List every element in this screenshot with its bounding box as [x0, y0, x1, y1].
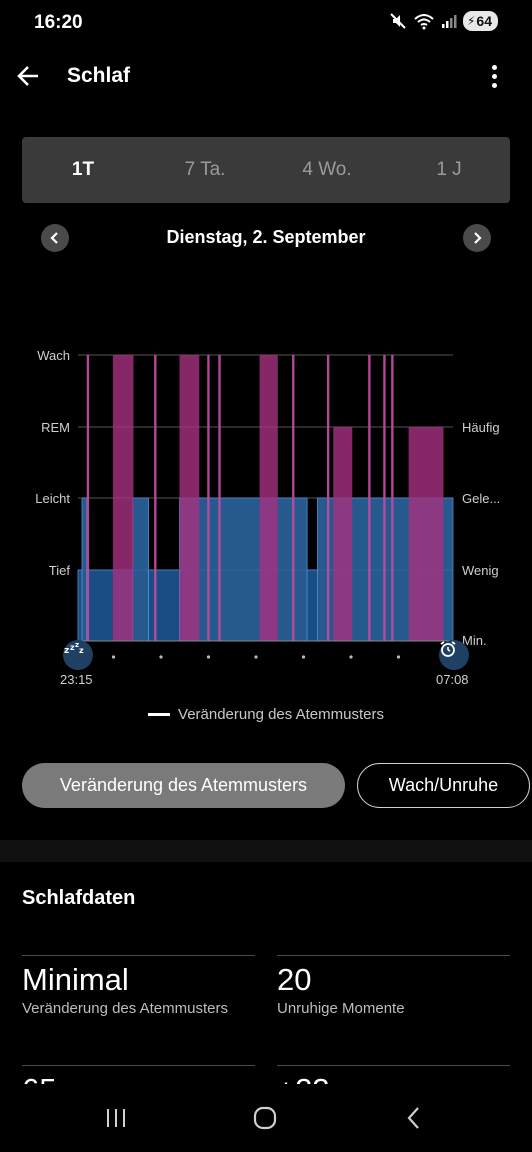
breathing-variation-bar [112, 355, 134, 641]
svg-text:z: z [79, 646, 84, 655]
time-axis-dot [206, 655, 211, 659]
stat-value: Minimal [22, 962, 129, 997]
more-vert-icon-dot [491, 73, 497, 79]
y-label-leicht: Leicht [35, 491, 70, 506]
status-time: 16:20 [34, 12, 83, 33]
sleep-stage-bar [148, 569, 180, 642]
svg-text:z: z [75, 641, 79, 649]
alarm-clock-icon [440, 641, 456, 657]
mute-icon [390, 13, 406, 29]
sleep-chart-svg [77, 354, 454, 659]
date-navigation: Dienstag, 2. September [0, 222, 532, 254]
breathing-variation-bar [86, 355, 90, 641]
sleep-stage-bar [132, 497, 149, 642]
y-label-min: Min. [462, 633, 487, 648]
charging-bolt-icon: ⚡ [466, 14, 476, 28]
breathing-variation-bar [292, 355, 295, 641]
status-icons: ⚡ 64 [389, 11, 498, 31]
chevron-right-icon [474, 232, 482, 244]
time-axis-dot [254, 655, 258, 659]
back-button[interactable] [12, 60, 44, 92]
signal-icon [441, 15, 457, 28]
page-title: Schlaf [67, 64, 131, 87]
breathing-variation-bar [368, 355, 371, 641]
chart-filter-chips: Veränderung des Atemmusters Wach/Unruhe [22, 763, 532, 808]
breathing-variation-bar [207, 355, 210, 641]
breathing-variation-bar [391, 355, 394, 641]
breathing-variation-bar [259, 355, 278, 641]
range-tabs: 1T 7 Ta. 4 Wo. 1 J [22, 137, 510, 203]
previous-day-button[interactable] [41, 224, 69, 252]
tab-1-day[interactable]: 1T [71, 159, 95, 180]
tab-4-weeks[interactable]: 4 Wo. [302, 159, 352, 180]
breathing-variation-bar [408, 427, 444, 641]
more-options-button[interactable] [480, 62, 508, 90]
recent-apps-button[interactable] [100, 1104, 132, 1132]
time-axis-dot [111, 655, 116, 659]
status-bar: 16:20 ⚡ 64 [0, 0, 532, 46]
more-vert-icon-dot [491, 82, 497, 88]
wifi-icon [414, 14, 434, 30]
svg-text:z: z [64, 646, 69, 656]
chip-breathing-variation[interactable]: Veränderung des Atemmusters [22, 763, 345, 808]
y-label-haeufig: Häufig [462, 420, 500, 435]
home-icon [253, 1106, 277, 1130]
breathing-variation-bar [383, 355, 386, 641]
chevron-left-icon [50, 232, 58, 244]
back-icon [407, 1107, 419, 1129]
battery-icon: ⚡ 64 [462, 11, 498, 31]
y-label-rem: REM [41, 420, 70, 435]
time-axis-dot [349, 655, 353, 659]
back-arrow-icon [17, 66, 38, 86]
stat-label: Unruhige Momente [277, 1000, 405, 1017]
app-bar: Schlaf [0, 52, 532, 100]
tab-7-days[interactable]: 7 Ta. [184, 159, 226, 180]
y-label-gelegentlich: Gele... [462, 491, 501, 506]
chart-legend: Veränderung des Atemmusters [0, 706, 532, 723]
stat-label: Veränderung des Atemmusters [22, 1000, 228, 1017]
more-vert-icon [491, 64, 497, 70]
breathing-variation-bar [179, 355, 200, 641]
sleep-end-marker [439, 640, 469, 670]
date-label: Dienstag, 2. September [166, 227, 366, 247]
tab-1-year[interactable]: 1 J [436, 159, 462, 180]
legend-line-swatch [148, 713, 171, 716]
sleep-stage-bar [179, 497, 308, 642]
next-day-button[interactable] [463, 224, 491, 252]
y-label-wenig: Wenig [462, 563, 499, 578]
time-axis-dot [301, 655, 306, 659]
sleep-chart: Wach REM Leicht Tief Häufig Gele... Weni… [0, 330, 532, 700]
time-axis-dot [159, 655, 163, 659]
end-time-label: 07:08 [436, 672, 469, 687]
sleep-start-marker: z z z z [63, 640, 93, 670]
svg-text:z: z [70, 643, 75, 652]
breathing-variation-bar [218, 355, 221, 641]
y-label-wach: Wach [37, 348, 70, 363]
breathing-variation-bar [333, 427, 353, 641]
breathing-variation-bar [326, 355, 330, 641]
stat-breathing-variation: Minimal Veränderung des Atemmusters [22, 955, 255, 1017]
start-time-label: 23:15 [60, 672, 93, 687]
sleep-data-title: Schlafdaten [22, 887, 136, 909]
system-nav-bar [0, 1084, 532, 1152]
legend-label: Veränderung des Atemmusters [178, 706, 384, 723]
chip-awake-restless[interactable]: Wach/Unruhe [357, 763, 530, 808]
sleep-zzz-icon: z z z z [64, 641, 84, 656]
stat-restless-moments: 20 Unruhige Momente [277, 955, 510, 1017]
sleep-stage-bar [306, 569, 318, 642]
battery-level: 64 [476, 13, 492, 29]
y-label-tief: Tief [48, 563, 70, 578]
home-button[interactable] [250, 1104, 280, 1132]
sleep-stage-bar [81, 497, 88, 642]
breathing-variation-bar [154, 355, 157, 641]
recent-apps-icon [107, 1109, 125, 1127]
section-divider [0, 840, 532, 862]
system-back-button[interactable] [400, 1104, 428, 1132]
time-axis-dot [396, 655, 401, 659]
sleep-stage-bar [77, 569, 83, 642]
stat-value: 20 [277, 962, 312, 997]
